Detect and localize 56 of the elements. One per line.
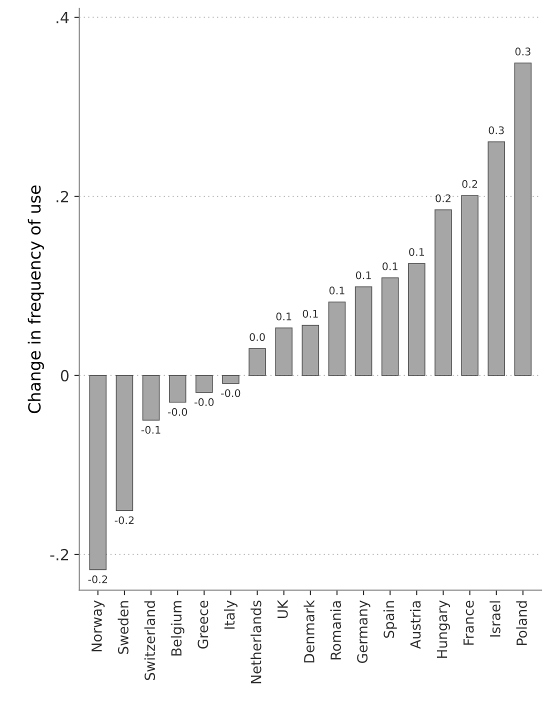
data-label: 0.1 xyxy=(276,312,292,320)
x-tick-label: Greece xyxy=(198,600,208,649)
bar xyxy=(328,302,346,376)
bar xyxy=(248,348,266,376)
x-tick-label: Spain xyxy=(383,601,397,638)
x-tick-label: Romania xyxy=(330,601,342,660)
bar xyxy=(116,374,134,511)
y-tick-label: .2 xyxy=(56,190,68,202)
bar xyxy=(222,374,240,384)
data-label: 0.3 xyxy=(515,48,530,56)
x-tick-label: Hungary xyxy=(436,600,450,658)
data-label: -0.2 xyxy=(114,516,134,524)
x-tick-label: Belgium xyxy=(170,601,184,656)
x-tick-label: Netherlands xyxy=(250,600,262,684)
x-tick-label: Italy xyxy=(224,600,238,629)
x-tick-label: Denmark xyxy=(304,600,314,662)
data-label: 0.1 xyxy=(382,262,398,270)
bar xyxy=(514,62,532,376)
data-label: 0.1 xyxy=(329,286,344,294)
bar xyxy=(488,141,506,376)
data-label: 0.2 xyxy=(462,180,478,188)
x-tick-label: Austria xyxy=(410,601,421,649)
bar xyxy=(275,328,293,376)
y-tick-label: -.2 xyxy=(50,548,68,560)
bar xyxy=(381,277,399,376)
bar xyxy=(461,195,478,376)
bar xyxy=(354,286,372,376)
bar xyxy=(142,374,160,421)
bar xyxy=(434,209,452,376)
data-label: 0.3 xyxy=(488,126,504,134)
x-tick-label: UK xyxy=(278,600,288,618)
data-label: -0.1 xyxy=(141,426,160,434)
bar xyxy=(408,263,426,376)
x-tick-label: Germany xyxy=(357,600,370,664)
x-tick-label: Norway xyxy=(92,600,105,652)
y-axis-title: Change in frequency of use xyxy=(28,186,44,414)
x-tick-label: France xyxy=(464,600,474,645)
bar xyxy=(302,324,320,376)
data-label: -0.0 xyxy=(194,398,214,406)
x-tick-label: Sweden xyxy=(118,601,129,654)
y-tick-label: .4 xyxy=(56,12,69,24)
x-tick-label: Poland xyxy=(516,601,527,645)
data-label: 0.0 xyxy=(250,333,265,341)
data-label: 0.1 xyxy=(356,271,371,280)
data-label: -0.0 xyxy=(168,408,188,416)
y-tick-label: 0 xyxy=(60,370,69,382)
bar xyxy=(89,374,107,570)
data-label: 0.1 xyxy=(302,310,318,318)
x-tick-label: Israel xyxy=(490,601,500,637)
data-label: -0.0 xyxy=(221,389,240,398)
data-label: -0.2 xyxy=(88,575,108,584)
bar xyxy=(196,374,213,393)
data-label: 0.1 xyxy=(409,248,424,256)
data-label: 0.2 xyxy=(436,194,450,202)
x-tick-label: Switzerland xyxy=(144,601,156,680)
bar xyxy=(168,374,186,403)
